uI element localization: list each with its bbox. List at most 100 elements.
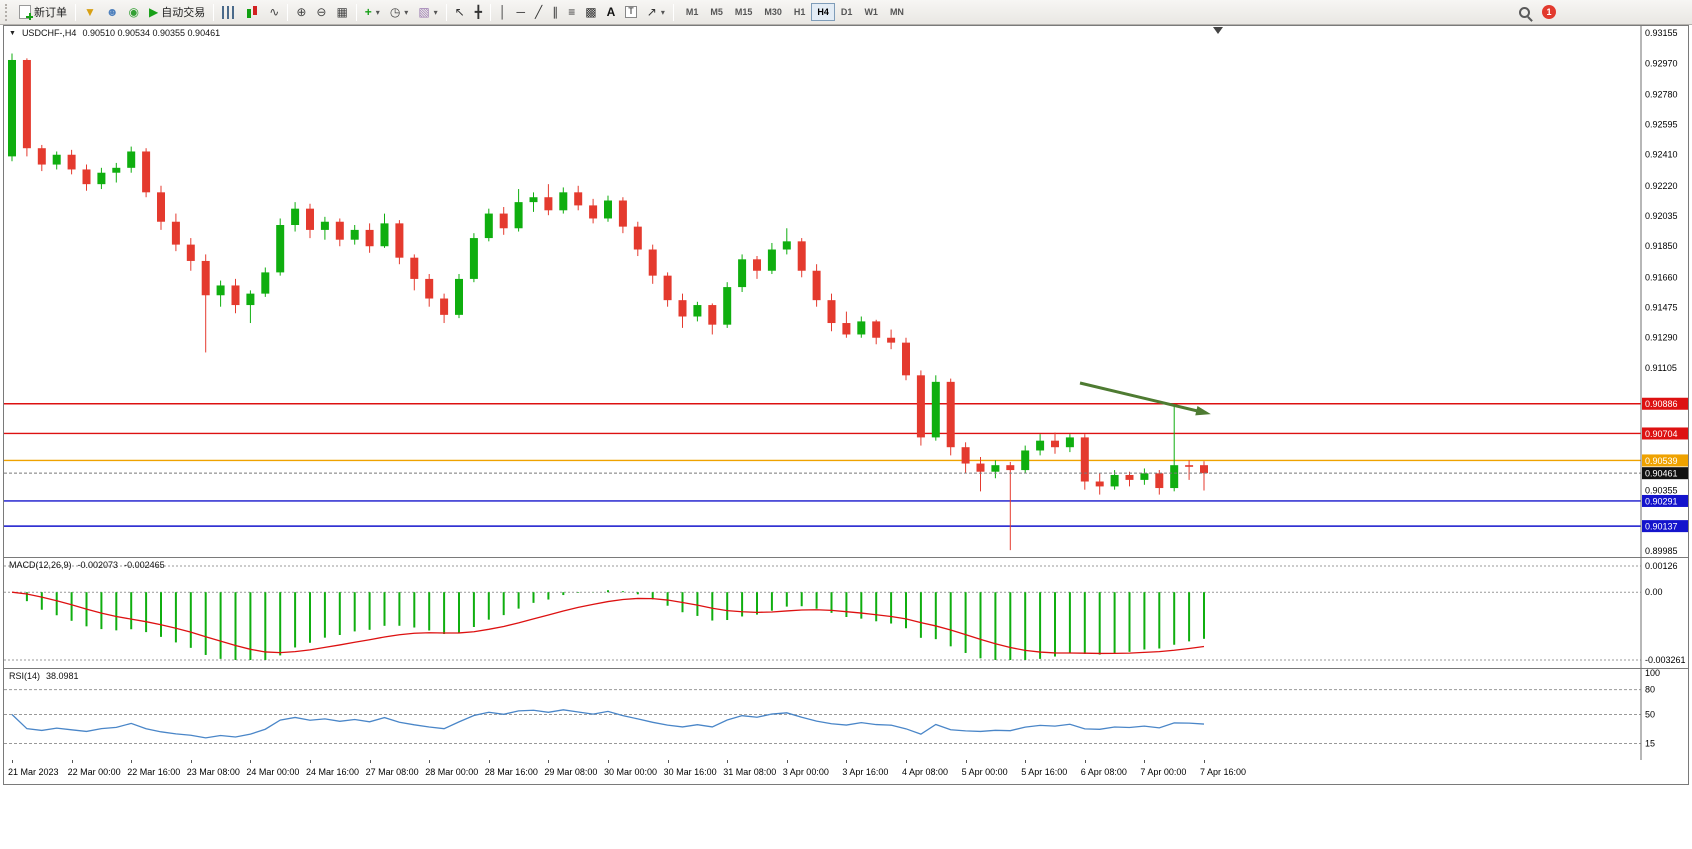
svg-text:0.92595: 0.92595 [1645, 120, 1678, 130]
macd-chart[interactable]: 0.00126 0.00 -0.003261 [4, 558, 1688, 668]
templates-icon: ▧ [418, 5, 430, 19]
fibonacci-icon: ≡ [568, 5, 576, 19]
main-toolbar: 新订单 ▼ ☻ ◉ ▶ 自动交易 ∿ ⊕ ⊖ ▦ + ▾ ◷ ▾ ▧ ▾ ↖ ╋ │ ─ ╱ ∥ ≡ ▩ A T ↗ ▾ M1 M5 M1… [0, 0, 1692, 25]
rsi-chart[interactable]: 100 80 50 15 [4, 669, 1688, 760]
channel-button[interactable]: ∥ [547, 2, 563, 23]
timeframe-m15-button[interactable]: M15 [729, 3, 759, 21]
text-label-icon: T [625, 6, 637, 18]
trendline-button[interactable]: ╱ [530, 2, 547, 23]
time-label: 5 Apr 00:00 [961, 767, 1008, 777]
time-label: 21 Mar 2023 [8, 767, 59, 777]
search-icon[interactable] [1519, 6, 1530, 18]
text-label-button[interactable]: T [620, 2, 642, 23]
crosshair-button[interactable]: ╋ [470, 2, 487, 23]
timeframe-m1-button[interactable]: M1 [680, 3, 705, 21]
time-label: 7 Apr 00:00 [1140, 767, 1187, 777]
timeframe-d1-button[interactable]: D1 [835, 3, 859, 21]
timeframe-h1-button[interactable]: H1 [788, 3, 812, 21]
ohlc-values-label: 0.90510 0.90534 0.90355 0.90461 [82, 28, 221, 38]
vertical-line-button[interactable]: │ [494, 2, 512, 23]
candlestick-chart-button[interactable] [240, 2, 264, 23]
periods-icon: ◷ [389, 5, 401, 19]
cursor-button[interactable]: ↖ [450, 2, 470, 23]
time-tick [310, 760, 311, 763]
new-order-button[interactable]: 新订单 [14, 2, 72, 23]
channel-icon: ∥ [552, 5, 559, 19]
one-click-trading-icon[interactable]: ▼ [9, 29, 16, 37]
profile-icon: ☻ [105, 5, 119, 19]
timeframe-m30-button[interactable]: M30 [758, 3, 788, 21]
zoom-out-button[interactable]: ⊖ [311, 2, 331, 23]
time-label: 3 Apr 00:00 [782, 767, 829, 777]
macd-pane[interactable]: 0.00126 0.00 -0.003261 MACD(12,26,9) -0.00… [4, 558, 1688, 668]
time-label: 31 Mar 08:00 [723, 767, 777, 777]
time-label: 27 Mar 08:00 [365, 767, 419, 777]
toolbar-items: 新订单 ▼ ☻ ◉ ▶ 自动交易 ∿ ⊕ ⊖ ▦ + ▾ ◷ ▾ ▧ ▾ ↖ ╋ │ ─ ╱ ∥ ≡ ▩ A T ↗ ▾ [14, 2, 677, 23]
time-tick [1144, 760, 1146, 763]
line-chart-button[interactable]: ∿ [264, 2, 284, 23]
time-tick [727, 760, 729, 763]
dropdown-arrow-icon: ▾ [375, 7, 380, 17]
arrows-button[interactable]: ↗ ▾ [642, 2, 670, 23]
toolbar-separator [75, 3, 76, 21]
toolbar-grip[interactable] [5, 3, 10, 21]
autotrade-button[interactable]: ▶ 自动交易 [144, 2, 210, 23]
toolbar-separator [213, 3, 215, 21]
macd-signal-value: -0.002465 [124, 560, 165, 570]
toolbar-separator [355, 3, 357, 21]
time-tick [1084, 760, 1086, 763]
bar-chart-button[interactable] [217, 2, 240, 23]
toolbar-right-cluster: 1 [1519, 5, 1556, 19]
funnel-button[interactable]: ▼ [79, 2, 101, 23]
community-button[interactable]: ◉ [124, 2, 144, 23]
svg-text:0.90461: 0.90461 [1645, 469, 1678, 479]
pane-splitter[interactable] [4, 557, 1688, 558]
shapes-button[interactable]: ▩ [580, 2, 601, 23]
svg-text:0.00126: 0.00126 [1645, 561, 1678, 571]
cursor-icon: ↖ [454, 5, 465, 19]
time-label: 5 Apr 16:00 [1021, 767, 1068, 777]
time-axis[interactable]: 21 Mar 2023 22 Mar 00:00 22 Mar 16:00 23 Ma… [4, 760, 1688, 783]
text-button[interactable]: A [602, 2, 621, 23]
svg-text:0.00: 0.00 [1645, 587, 1663, 597]
svg-text:0.91850: 0.91850 [1645, 241, 1678, 251]
dropdown-arrow-icon: ▾ [433, 7, 438, 17]
svg-text:0.90137: 0.90137 [1645, 522, 1678, 532]
trendline-icon: ╱ [534, 5, 543, 19]
templates-button[interactable]: ▧ ▾ [413, 2, 442, 23]
periods-button[interactable]: ◷ ▾ [385, 2, 414, 23]
macd-label: MACD(12,26,9) -0.002073 -0.002465 [9, 560, 165, 570]
notification-badge[interactable]: 1 [1542, 5, 1556, 19]
indicators-button[interactable]: + ▾ [360, 2, 385, 23]
time-label: 6 Apr 08:00 [1080, 767, 1127, 777]
svg-text:0.90539: 0.90539 [1645, 456, 1678, 466]
svg-text:0.92035: 0.92035 [1645, 211, 1678, 221]
horizontal-line-button[interactable]: ─ [511, 2, 530, 23]
time-tick [846, 760, 848, 763]
time-label: 4 Apr 08:00 [902, 767, 949, 777]
svg-text:-0.003261: -0.003261 [1645, 655, 1686, 665]
profile-button[interactable]: ☻ [101, 2, 124, 23]
timeframe-toolbar: M1 M5 M15 M30 H1 H4 D1 W1 MN [680, 3, 910, 21]
price-pane[interactable]: 0.93155 0.92970 0.92780 0.92595 0.92410 0.922… [4, 26, 1688, 557]
timeframe-w1-button[interactable]: W1 [858, 3, 884, 21]
dropdown-arrow-icon: ▾ [660, 7, 665, 17]
autotrade-icon: ▶ [149, 5, 159, 19]
rsi-pane[interactable]: 100 80 50 15 RSI(14) 38.0981 [4, 669, 1688, 760]
timeframe-m5-button[interactable]: M5 [704, 3, 729, 21]
fibonacci-button[interactable]: ≡ [563, 2, 580, 23]
time-tick [965, 760, 967, 763]
trend-arrow-annotation [1195, 406, 1211, 416]
timeframe-mn-button[interactable]: MN [884, 3, 910, 21]
rsi-name: RSI(14) [9, 671, 41, 681]
time-tick [906, 760, 907, 763]
timeframe-h4-button[interactable]: H4 [811, 3, 835, 21]
new-order-label: 新订单 [34, 7, 67, 19]
svg-text:0.91475: 0.91475 [1645, 303, 1678, 313]
zoom-in-button[interactable]: ⊕ [291, 2, 311, 23]
svg-text:0.90355: 0.90355 [1645, 486, 1678, 496]
tile-windows-button[interactable]: ▦ [331, 2, 352, 23]
macd-main-value: -0.002073 [77, 560, 119, 570]
price-chart[interactable]: 0.93155 0.92970 0.92780 0.92595 0.92410 0.922… [4, 26, 1688, 557]
pane-splitter[interactable] [4, 668, 1688, 669]
